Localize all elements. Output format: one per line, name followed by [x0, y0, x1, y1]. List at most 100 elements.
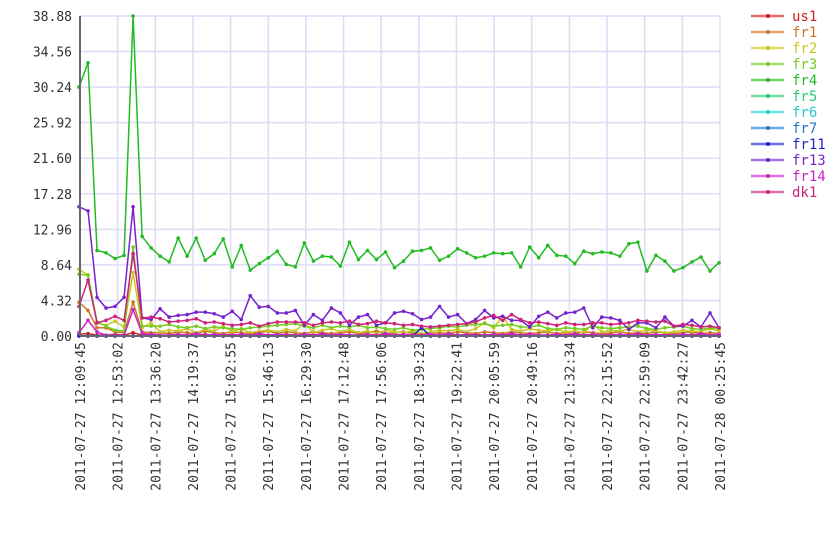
- legend-label: fr11: [792, 137, 826, 153]
- data-point-fr13: [374, 323, 379, 328]
- data-point-fr2: [545, 329, 550, 333]
- data-point-fr1: [437, 330, 442, 335]
- data-point-dk1: [257, 324, 262, 328]
- legend-item-fr11: fr11: [751, 137, 826, 153]
- legend-label: fr4: [792, 73, 817, 89]
- data-point-fr3: [221, 325, 226, 330]
- data-point-fr4: [149, 246, 153, 250]
- data-point-dk1: [311, 323, 316, 328]
- data-point-fr4: [185, 254, 189, 258]
- data-point-fr3: [392, 327, 397, 332]
- data-point-fr4: [374, 257, 379, 262]
- data-point-dk1: [536, 320, 541, 324]
- data-point-fr4: [329, 255, 334, 259]
- data-point-fr13: [347, 323, 352, 328]
- data-point-dk1: [572, 322, 577, 327]
- data-point-fr2: [563, 330, 568, 334]
- data-point-dk1: [717, 325, 721, 330]
- legend-swatch-dot: [766, 190, 770, 194]
- data-point-fr3: [338, 324, 343, 328]
- data-point-fr4: [257, 261, 262, 266]
- data-point-fr13: [554, 316, 559, 320]
- data-point-fr3: [545, 326, 550, 331]
- data-point-fr1: [609, 330, 613, 335]
- data-point-fr4: [356, 257, 361, 262]
- data-point-fr2: [167, 328, 171, 333]
- data-point-fr4: [194, 236, 198, 240]
- data-point-fr13: [591, 325, 595, 330]
- x-tick-label: 2011-07-27 22:15:52: [601, 342, 616, 491]
- data-point-fr2: [581, 330, 586, 335]
- legend-swatch-dot: [766, 126, 770, 130]
- data-point-fr4: [122, 253, 126, 258]
- legend-label: dk1: [792, 185, 817, 201]
- y-tick-label: 8.64: [41, 259, 72, 274]
- legend-label: fr6: [792, 105, 817, 121]
- data-point-dk1: [681, 322, 685, 327]
- data-point-dk1: [563, 321, 568, 325]
- data-point-fr2: [446, 329, 451, 333]
- data-point-fr2: [284, 327, 289, 332]
- legend-label: fr2: [792, 41, 817, 57]
- data-point-fr4: [609, 251, 613, 255]
- data-point-dk1: [401, 323, 406, 328]
- data-point-dk1: [347, 319, 352, 323]
- x-tick-label: 2011-07-27 12:09:45: [74, 342, 89, 491]
- data-point-dk1: [212, 320, 217, 324]
- data-point-fr4: [212, 251, 217, 256]
- legend-item-fr13: fr13: [751, 153, 826, 169]
- data-point-dk1: [167, 320, 171, 324]
- x-tick-label: 2011-07-27 22:59:09: [639, 342, 654, 491]
- legend-label: fr5: [792, 89, 817, 105]
- data-point-dk1: [140, 316, 144, 320]
- data-point-dk1: [329, 320, 334, 324]
- data-point-fr2: [464, 330, 469, 334]
- data-point-fr4: [419, 248, 424, 253]
- data-point-fr2: [663, 330, 667, 335]
- data-point-fr2: [338, 330, 343, 334]
- data-point-fr13: [113, 304, 117, 309]
- data-point-fr4: [284, 262, 289, 267]
- data-point-fr13: [572, 310, 577, 314]
- data-point-dk1: [482, 316, 487, 320]
- data-point-dk1: [690, 323, 694, 328]
- data-point-fr13: [104, 306, 108, 310]
- data-point-fr3: [176, 325, 180, 329]
- x-tick-label: 2011-07-27 15:46:13: [262, 342, 277, 491]
- data-point-fr3: [455, 325, 460, 329]
- legend-label: fr13: [792, 153, 826, 169]
- data-point-fr4: [581, 249, 586, 254]
- data-point-fr4: [636, 240, 640, 244]
- data-point-fr2: [149, 321, 153, 325]
- data-point-fr4: [563, 254, 568, 258]
- data-point-dk1: [509, 312, 514, 317]
- data-point-fr13: [401, 309, 406, 314]
- data-point-dk1: [609, 322, 613, 327]
- data-point-fr4: [338, 264, 343, 268]
- data-point-fr13: [473, 317, 478, 322]
- data-point-dk1: [500, 318, 505, 323]
- data-point-fr3: [563, 325, 568, 330]
- data-point-fr4: [690, 260, 694, 264]
- data-point-fr13: [320, 318, 325, 323]
- data-point-fr3: [158, 324, 162, 328]
- data-point-fr2: [618, 329, 622, 333]
- data-point-dk1: [591, 321, 595, 325]
- data-point-fr3: [699, 327, 703, 332]
- data-point-fr13: [491, 316, 496, 320]
- data-point-fr3: [203, 326, 207, 331]
- data-point-dk1: [600, 321, 604, 325]
- y-tick-label: 17.28: [33, 188, 72, 203]
- data-point-fr2: [600, 330, 604, 334]
- data-point-fr4: [554, 253, 559, 258]
- data-point-fr3: [275, 323, 280, 328]
- series-dk1: [77, 251, 721, 330]
- data-point-fr3: [618, 325, 622, 330]
- data-point-fr1: [347, 330, 352, 334]
- data-point-fr13: [149, 317, 153, 322]
- legend-label: fr7: [792, 121, 817, 137]
- data-point-fr3: [284, 322, 289, 327]
- data-point-dk1: [149, 315, 153, 319]
- data-point-fr3: [518, 325, 523, 329]
